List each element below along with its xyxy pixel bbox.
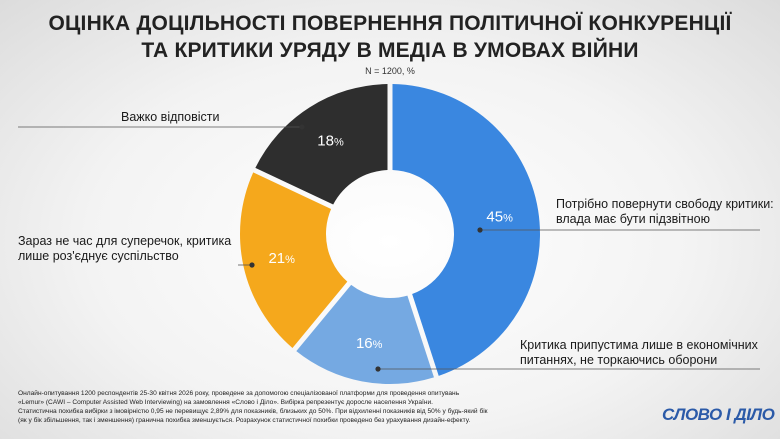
title-line-2: ТА КРИТИКИ УРЯДУ В МЕДІА В УМОВАХ ВІЙНИ <box>141 39 639 62</box>
leader-dot <box>477 227 483 233</box>
leader-dot <box>375 366 381 372</box>
leader-dot <box>249 262 255 268</box>
legend-label-freedom: Потрібно повернути свободу критики: влад… <box>556 197 774 226</box>
value-label-freedom: 45% <box>486 209 513 226</box>
chart-subtitle: N = 1200, % <box>365 66 415 76</box>
slice-freedom-of-criticism <box>392 84 540 376</box>
slice-economic-only <box>296 284 434 384</box>
chart-title: ОЦІНКА ДОЦІЛЬНОСТІ ПОВЕРНЕННЯ ПОЛІТИЧНОЇ… <box>0 10 780 64</box>
legend-label-not-now: Зараз не час для суперечок, критика лише… <box>18 234 232 263</box>
value-label-not-now: 21% <box>268 250 295 267</box>
slice-hard-to-say <box>255 84 388 205</box>
slice-not-the-time <box>239 172 348 348</box>
value-label-economic: 16% <box>356 335 383 352</box>
leader-dot <box>299 124 305 130</box>
value-label-hard-to-say: 18% <box>317 132 344 149</box>
title-line-1: ОЦІНКА ДОЦІЛЬНОСТІ ПОВЕРНЕННЯ ПОЛІТИЧНОЇ… <box>48 12 732 35</box>
brand-logo: СЛОВО І ДІЛО <box>662 405 775 424</box>
methodology-note: Онлайн-опитування 1200 респондентів 25-3… <box>18 390 488 424</box>
legend-label-economic: Критика припустима лише в економічних пи… <box>520 338 758 367</box>
legend-label-hard-to-say: Важко відповісти <box>121 110 220 124</box>
